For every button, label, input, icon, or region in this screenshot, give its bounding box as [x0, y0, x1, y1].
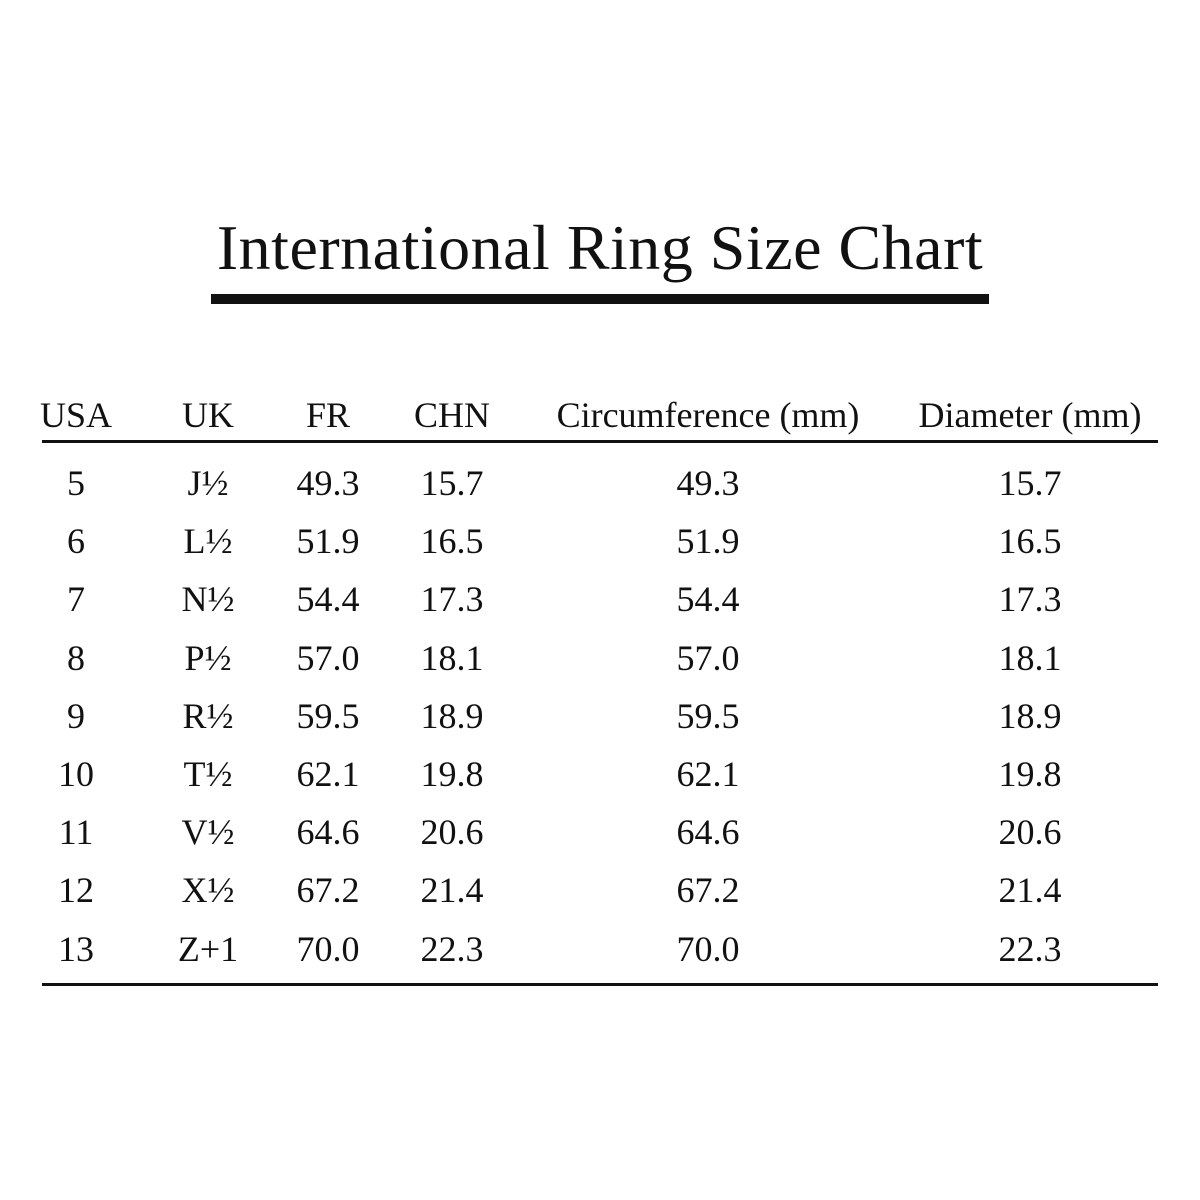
table-row: 5 J½ 49.3 15.7 49.3 15.7 [67, 463, 1062, 503]
page-title: International Ring Size Chart [216, 212, 984, 283]
table-row: 9 R½ 59.5 18.9 59.5 18.9 [67, 695, 1062, 736]
table-row: 8 P½ 57.0 18.1 57.0 18.1 [67, 637, 1062, 678]
table-row: 12 X½ 67.2 21.4 67.2 21.4 [58, 870, 1062, 911]
table-body: 5 J½ 49.3 15.7 49.3 15.7 6 L½ 51.9 16.5 51.9 16.5 7 N… [42, 443, 1158, 979]
table-row: 10 T½ 62.1 19.8 62.1 19.8 [58, 753, 1062, 794]
title-underline [211, 294, 989, 304]
table-row: 6 L½ 51.9 16.5 51.9 16.5 [67, 521, 1062, 562]
table-row: 7 N½ 54.4 17.3 54.4 17.3 [67, 579, 1062, 620]
table-bottom-rule [42, 983, 1158, 986]
ring-size-table: USA UK FR CHN Circumference (mm) Diamete… [40, 394, 1158, 986]
table-row: 11 V½ 64.6 20.6 64.6 20.6 [58, 812, 1062, 853]
table-header: USA UK FR CHN Circumference (mm) Diamete… [40, 394, 1158, 443]
table-row: 13 Z+1 70.0 22.3 70.0 22.3 [58, 928, 1062, 969]
